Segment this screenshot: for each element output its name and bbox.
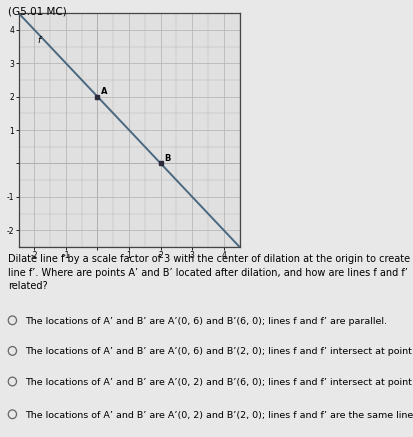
Text: The locations of A’ and B’ are A’(0, 2) and B’(2, 0); lines f and f’ are the sam: The locations of A’ and B’ are A’(0, 2) … [25,411,413,420]
Text: f: f [38,36,40,45]
Text: The locations of A’ and B’ are A’(0, 6) and B’(6, 0); lines f and f’ are paralle: The locations of A’ and B’ are A’(0, 6) … [25,317,387,326]
Text: (G5.01 MC): (G5.01 MC) [8,7,67,17]
Text: B: B [164,154,171,163]
Text: The locations of A’ and B’ are A’(0, 6) and B’(2, 0); lines f and f’ intersect a: The locations of A’ and B’ are A’(0, 6) … [25,347,413,357]
Text: A: A [101,87,108,96]
Text: Dilate line f by a scale factor of 3 with the center of dilation at the origin t: Dilate line f by a scale factor of 3 wit… [8,254,411,291]
Text: The locations of A’ and B’ are A’(0, 2) and B’(6, 0); lines f and f’ intersect a: The locations of A’ and B’ are A’(0, 2) … [25,378,413,387]
